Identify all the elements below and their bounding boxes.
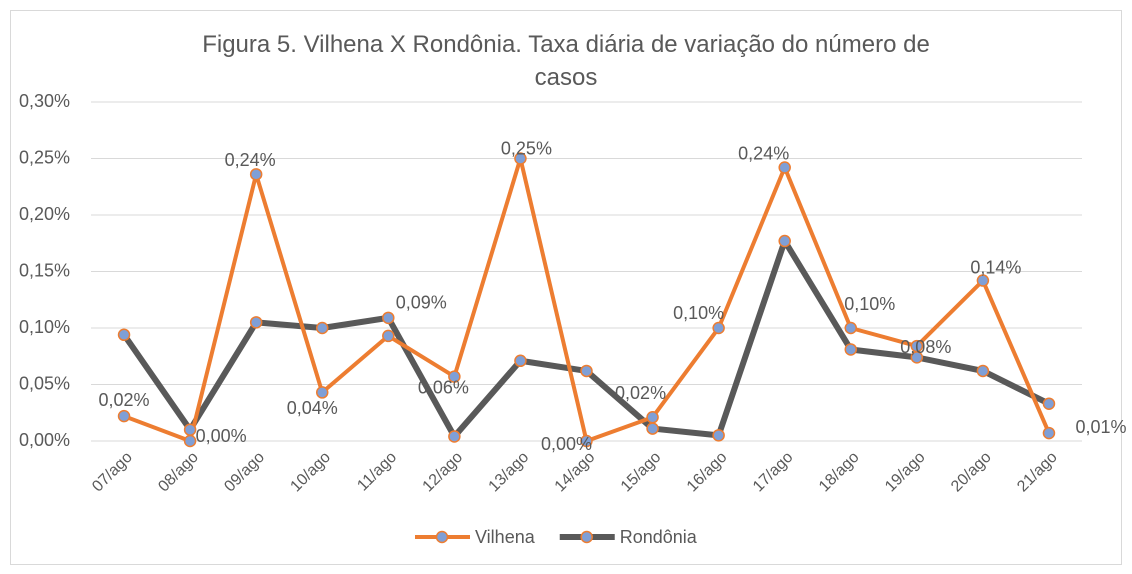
data-label: 0,24%: [738, 143, 789, 163]
marker: [382, 329, 395, 343]
marker: [712, 321, 725, 335]
data-label: 0,24%: [225, 150, 276, 170]
legend-label: Vilhena: [475, 527, 536, 547]
chart-border: [10, 10, 1122, 565]
y-tick-label: 0,05%: [19, 373, 70, 393]
legend-marker: [580, 530, 593, 544]
marker: [183, 434, 197, 448]
marker: [646, 411, 659, 424]
data-label: 0,25%: [501, 138, 552, 158]
marker: [778, 161, 791, 174]
data-label: 0,10%: [844, 294, 895, 314]
data-label: 0,02%: [99, 390, 150, 410]
marker: [183, 423, 197, 436]
chart-title: Figura 5. Vilhena X Rondônia. Taxa diári…: [202, 31, 930, 91]
marker: [976, 364, 990, 378]
marker: [117, 409, 131, 423]
marker: [514, 152, 527, 165]
legend-marker: [435, 530, 449, 544]
marker: [844, 343, 858, 356]
y-tick-label: 0,00%: [19, 430, 70, 450]
marker: [382, 311, 395, 325]
y-tick-label: 0,20%: [19, 204, 70, 224]
marker: [448, 370, 461, 383]
marker: [117, 328, 131, 342]
marker: [1042, 426, 1056, 440]
marker: [910, 339, 924, 353]
marker: [580, 364, 593, 378]
y-tick-label: 0,10%: [19, 317, 70, 337]
data-label: 0,00%: [541, 434, 592, 454]
marker: [514, 354, 527, 368]
data-label: 0,06%: [418, 377, 469, 397]
data-label: 0,02%: [615, 383, 666, 403]
y-tick-label: 0,25%: [19, 147, 70, 167]
marker: [315, 386, 329, 399]
data-label: 0,08%: [900, 337, 951, 357]
marker: [1042, 397, 1056, 410]
marker: [448, 430, 461, 443]
marker: [580, 434, 593, 448]
marker: [712, 429, 725, 442]
data-label: 0,14%: [970, 257, 1021, 277]
legend-label: Rondônia: [620, 527, 698, 547]
y-tick-label: 0,15%: [19, 260, 70, 280]
data-label: 0,04%: [287, 398, 338, 418]
marker: [976, 274, 990, 287]
data-label: 0,00%: [196, 426, 247, 446]
marker: [249, 168, 263, 181]
y-tick-label: 0,30%: [19, 91, 70, 111]
data-label: 0,09%: [396, 293, 447, 313]
data-label: 0,01%: [1075, 417, 1126, 437]
marker: [315, 321, 329, 335]
marker: [844, 321, 858, 335]
data-label: 0,10%: [673, 303, 724, 323]
marker: [646, 422, 659, 435]
marker: [249, 316, 263, 329]
marker: [778, 234, 791, 248]
